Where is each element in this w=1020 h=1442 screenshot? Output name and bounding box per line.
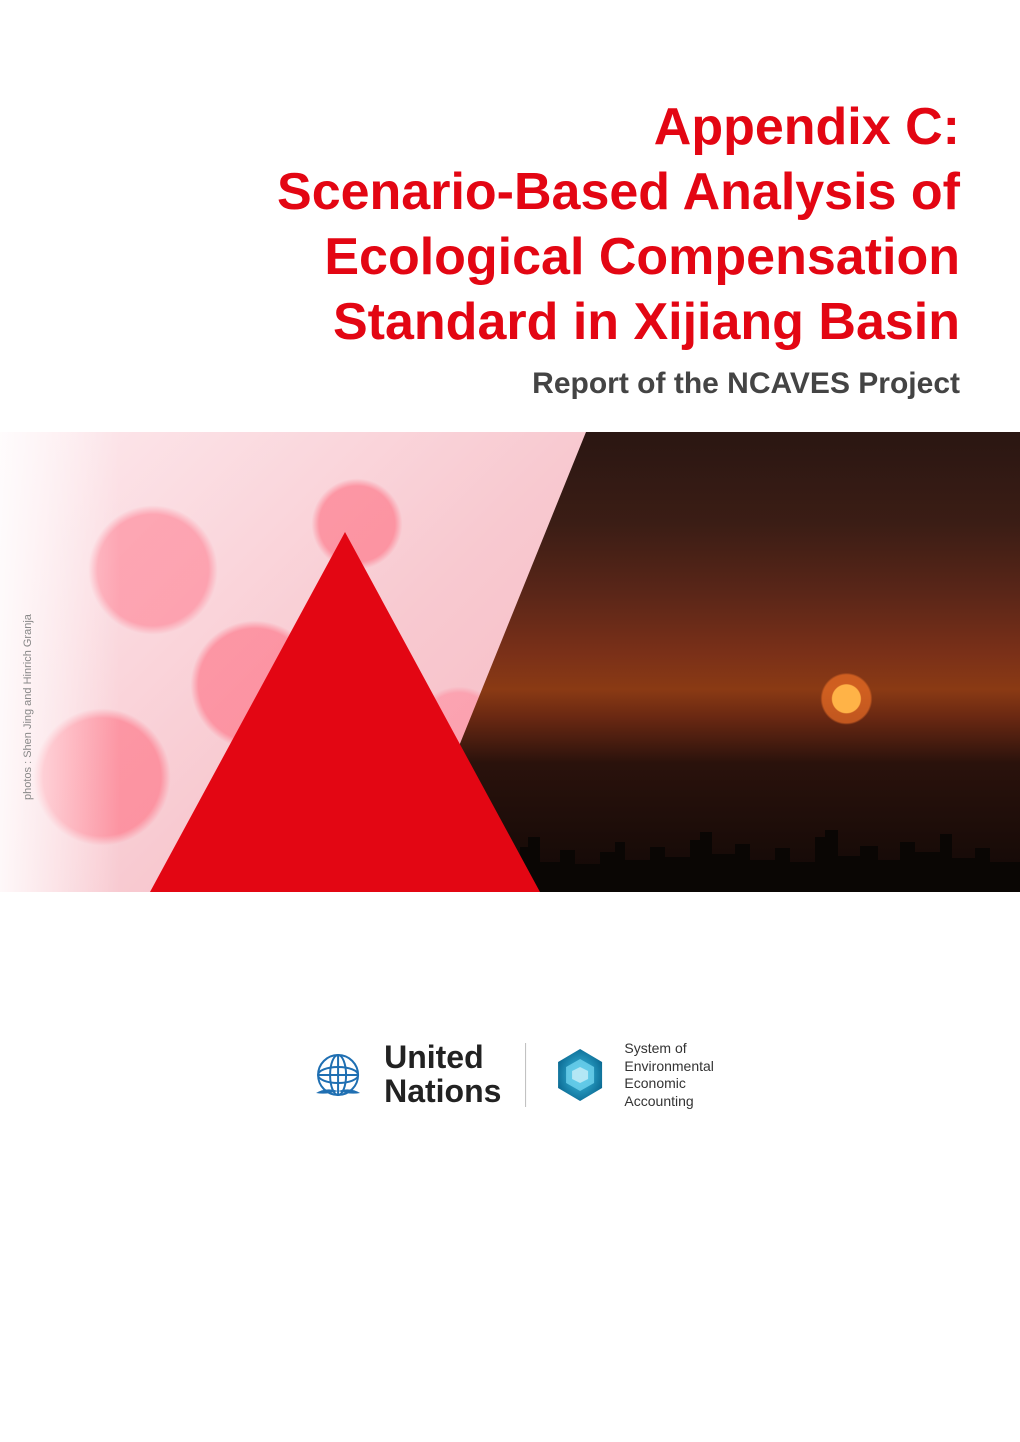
hero-left-fade (0, 432, 120, 892)
seea-line-4: Accounting (624, 1093, 693, 1109)
photo-credit: photos : Shen Jing and Hinrich Granja (22, 614, 34, 800)
title-line-1: Appendix C: (654, 98, 960, 156)
un-emblem-icon (306, 1043, 370, 1107)
un-word-2: Nations (384, 1073, 501, 1109)
appendix-title: Appendix C: Scenario-Based Analysis of E… (60, 95, 960, 355)
title-line-3: Ecological Compensation (324, 228, 960, 286)
seea-line-3: Economic (624, 1075, 685, 1091)
seea-line-1: System of (624, 1040, 686, 1056)
logo-divider (525, 1043, 526, 1107)
hero-red-triangle (150, 532, 540, 892)
un-wordmark: United Nations (384, 1041, 501, 1108)
seea-line-2: Environmental (624, 1058, 714, 1074)
report-subtitle: Report of the NCAVES Project (60, 367, 960, 401)
un-word-1: United (384, 1039, 484, 1075)
hero-image-band (0, 432, 1020, 892)
title-line-2: Scenario-Based Analysis of (277, 163, 960, 221)
title-line-4: Standard in Xijiang Basin (333, 293, 960, 351)
seea-hexagon-icon (550, 1045, 610, 1105)
logos-row: United Nations (306, 1040, 714, 1110)
seea-logo-block: System of Environmental Economic Account… (550, 1040, 714, 1110)
report-cover-page: Appendix C: Scenario-Based Analysis of E… (0, 0, 1020, 1442)
un-logo-block: United Nations (306, 1041, 501, 1108)
seea-wordmark: System of Environmental Economic Account… (624, 1040, 714, 1110)
title-block: Appendix C: Scenario-Based Analysis of E… (60, 95, 960, 401)
